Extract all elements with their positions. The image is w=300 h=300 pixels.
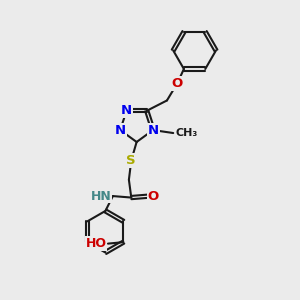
Text: CH₃: CH₃ xyxy=(176,128,198,138)
Text: O: O xyxy=(148,190,159,202)
Text: S: S xyxy=(127,154,136,167)
Text: N: N xyxy=(121,104,132,117)
Text: HO: HO xyxy=(85,237,106,250)
Text: N: N xyxy=(115,124,126,136)
Text: N: N xyxy=(148,124,159,136)
Text: HN: HN xyxy=(91,190,111,202)
Text: O: O xyxy=(172,77,183,90)
